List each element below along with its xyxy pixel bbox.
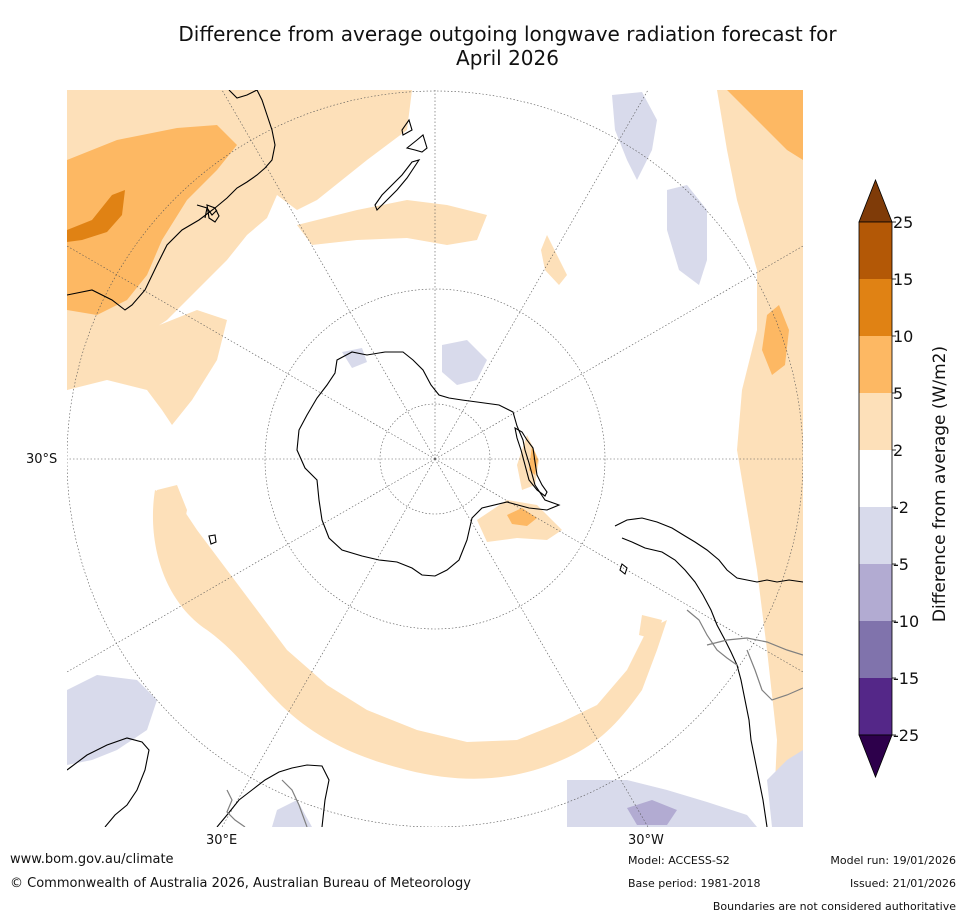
colorbar-title: Difference from average (W/m2): [930, 345, 950, 623]
political-borders: [226, 609, 803, 827]
disclaimer-text: Boundaries are not considered authoritat…: [712, 900, 956, 913]
colorbar-segment: [859, 279, 892, 336]
new-zealand-north-coast: [401, 118, 428, 153]
colorbar-tick-label: -25: [893, 726, 919, 745]
colorbar-tick-label: 5: [893, 384, 903, 403]
base-period: Base period: 1981-2018: [628, 877, 761, 890]
south-georgia-coast: [619, 563, 628, 575]
anomaly-neg5-to-neg10-region: [627, 800, 677, 825]
colorbar-tick-label: 25: [893, 213, 913, 232]
colorbar-tick-label: -2: [893, 498, 909, 517]
colorbar-tick-label: -5: [893, 555, 909, 574]
colorbar-segment: [859, 393, 892, 450]
graticule: [67, 90, 803, 827]
copyright-text: © Commonwealth of Australia 2026, Austra…: [10, 876, 471, 891]
colorbar-segment: [859, 621, 892, 678]
colorbar-tick-label: 10: [893, 327, 913, 346]
longitude-label-30e: 30°E: [206, 833, 238, 848]
title-line-2: April 2026: [456, 46, 559, 70]
colorbar-segment: [859, 507, 892, 564]
latitude-label-30s: 30°S: [26, 452, 58, 467]
issued-date: Issued: 21/01/2026: [849, 877, 956, 890]
new-zealand-south-coast: [374, 159, 421, 211]
colorbar-segment: [859, 678, 892, 735]
polar-map: [67, 90, 803, 827]
chart-title: Difference from average outgoing longwav…: [100, 22, 915, 70]
tasmania-coast: [206, 204, 220, 223]
colorbar-segment: [859, 564, 892, 621]
colorbar-segment: [859, 450, 892, 507]
model-name: Model: ACCESS-S2: [628, 854, 730, 867]
colorbar-tick-label: -15: [893, 669, 919, 688]
australia-south-coast: [196, 204, 218, 219]
colorbar-extend-max: [858, 178, 893, 223]
longitude-label-30w: 30°W: [628, 833, 664, 848]
antarctic-peninsula-coast: [514, 426, 548, 497]
anomaly-neg2-to-neg5-region: [67, 92, 803, 827]
southern-africa-coast: [67, 737, 330, 827]
colorbar-extend-min: [858, 734, 893, 779]
antarctica-coast: [296, 351, 561, 577]
colorbar-segment: [859, 222, 892, 279]
kerguelen-coast: [208, 534, 217, 545]
australia-coast: [67, 90, 276, 311]
anomaly-10-to-15-region: [67, 190, 125, 242]
model-run-date: Model run: 19/01/2026: [830, 854, 956, 867]
colorbar: 25 15 10 5 2 -2 -5 -10 -15 -25: [858, 178, 919, 779]
title-line-1: Difference from average outgoing longwav…: [178, 22, 837, 46]
colorbar-tick-label: 2: [893, 441, 903, 460]
coastlines: [67, 90, 803, 827]
colorbar-tick-label: 15: [893, 270, 913, 289]
colorbar-segment: [859, 336, 892, 393]
colorbar-tick-label: -10: [893, 612, 919, 631]
website-link[interactable]: www.bom.gov.au/climate: [10, 852, 174, 867]
